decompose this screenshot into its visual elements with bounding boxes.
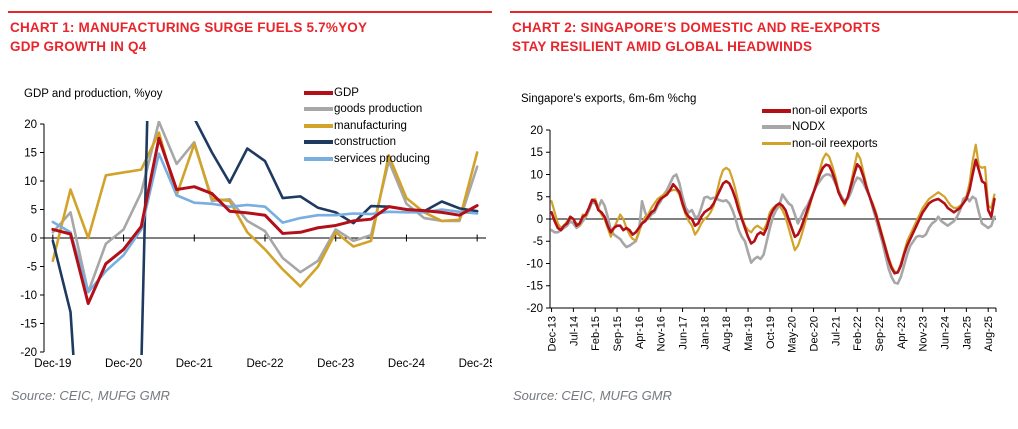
legend-item-construction: construction (304, 136, 430, 150)
y-axis-tick-label: -5 (27, 261, 37, 273)
x-axis-tick-label: Dec-20 (809, 316, 821, 351)
y-axis-tick-label: 0 (31, 233, 37, 245)
y-axis-tick-label: 5 (537, 192, 543, 204)
x-axis-tick-label: Jan-18 (699, 316, 711, 350)
chart1-plot: -20 -15 -10 -5 0 5 10 15 20 Dec-19 Dec-20 Dec-21 Dec… (20, 119, 492, 370)
legend-label: goods production (334, 103, 423, 116)
chart2-axis-caption: Singapore's exports, 6m-6m %chg (521, 93, 697, 105)
legend-line-swatch (304, 123, 333, 128)
x-axis-tick-label: Apr-23 (896, 316, 908, 349)
y-axis-tick-label: 20 (530, 125, 543, 137)
x-axis-tick-label: Feb-22 (852, 316, 864, 351)
chart1-title: CHART 1: MANUFACTURING SURGE FUELS 5.7%Y… (10, 18, 367, 56)
legend-line-swatch (304, 107, 333, 112)
x-axis-tick-label: Sep-22 (874, 316, 886, 351)
series-group (51, 121, 479, 355)
x-axis-tick-label: Nov-23 (918, 316, 930, 351)
legend-item-manufacturing: manufacturing (304, 119, 430, 133)
series-line-services-producing (51, 152, 479, 294)
legend-line-swatch (304, 156, 333, 161)
x-axis-tick-label: May-20 (787, 316, 799, 353)
chart1-axis-caption: GDP and production, %yoy (24, 88, 163, 100)
x-axis-tick-label: Aug-18 (721, 316, 733, 351)
chart1-title-line1: CHART 1: MANUFACTURING SURGE FUELS 5.7%Y… (10, 20, 368, 35)
legend-line-swatch (304, 140, 333, 145)
y-axis-tick-label: -20 (20, 347, 37, 359)
legend-label: manufacturing (334, 119, 407, 132)
x-axis-tick-label: Dec-23 (317, 358, 354, 370)
series-line-manufacturing (51, 131, 479, 288)
x-axis-tick-label: Dec-24 (388, 358, 426, 370)
chart1-legend: GDP goods production manufacturing construc… (304, 86, 430, 169)
legend-line-swatch (304, 90, 333, 95)
series-line-GDP (51, 136, 479, 306)
panel-top-rule (510, 11, 1018, 13)
y-axis-tick-label: 10 (24, 176, 37, 188)
x-axis-tick-label: Nov-16 (656, 316, 668, 351)
x-axis-tick-label: Jul-21 (830, 316, 842, 346)
chart2-title-line2: STAY RESILIENT AMID GLOBAL HEADWINDS (512, 39, 813, 54)
panel-top-rule (8, 11, 492, 13)
x-axis-tick-label: Sep-15 (612, 316, 624, 351)
x-axis-tick-label: Dec-22 (246, 358, 283, 370)
x-axis-tick-label: Dec-19 (34, 358, 71, 370)
y-axis-tick-label: 20 (24, 119, 37, 131)
x-axis-tick-label: Jun-17 (678, 316, 690, 350)
x-axis-tick-label: Dec-13 (547, 316, 559, 351)
legend-label: services producing (334, 152, 430, 165)
y-axis-tick-label: -10 (20, 290, 37, 302)
legend-item-NODX: NODX (762, 121, 878, 135)
y-axis-tick-label: 10 (530, 169, 543, 181)
y-axis-tick-label: -10 (526, 258, 543, 270)
chart2-title: CHART 2: SINGAPORE’S DOMESTIC AND RE-EXP… (512, 18, 880, 56)
legend-item-GDP: GDP (304, 86, 430, 100)
y-axis-tick-label: -20 (526, 303, 543, 315)
chart2-legend: non-oil exports NODX non-oil reexports (762, 104, 878, 154)
legend-label: non-oil reexports (792, 137, 878, 150)
legend-line-swatch (762, 142, 791, 146)
legend-label: GDP (334, 86, 359, 99)
x-axis-tick-label: Dec-25 (459, 358, 492, 370)
x-axis-tick-label: Jun-24 (940, 316, 952, 350)
x-axis-tick-label: Apr-16 (634, 316, 646, 349)
legend-item-non-oil-reexports: non-oil reexports (762, 137, 878, 151)
legend-label: NODX (792, 121, 826, 134)
y-axis-tick-label: 0 (537, 214, 543, 226)
legend-label: non-oil exports (792, 104, 868, 117)
y-axis-tick-label: -15 (526, 281, 543, 293)
x-axis-tick-label: Feb-15 (590, 316, 602, 351)
chart2-plot: -20 -15 -10 -5 0 5 10 15 20 Dec-13 Jul-14 Feb-15 Sep… (526, 125, 997, 353)
y-axis-tick-label: 15 (24, 147, 37, 159)
legend-item-services-producing: services producing (304, 152, 430, 166)
x-axis-tick-label: Jul-14 (568, 316, 580, 346)
y-axis-tick-label: -5 (533, 236, 543, 248)
x-axis-tick-label: Oct-19 (765, 316, 777, 349)
chart2-title-line1: CHART 2: SINGAPORE’S DOMESTIC AND RE-EXP… (512, 20, 881, 35)
x-axis-tick-label: Dec-21 (176, 358, 213, 370)
chart1-title-line2: GDP GROWTH IN Q4 (10, 39, 147, 54)
legend-item-non-oil-exports: non-oil exports (762, 104, 878, 118)
x-axis-tick-label: Aug-25 (983, 316, 995, 351)
chart2-panel: CHART 2: SINGAPORE’S DOMESTIC AND RE-EXP… (510, 0, 1018, 429)
x-axis-tick-label: Dec-20 (105, 358, 142, 370)
y-axis-tick-label: 5 (31, 204, 37, 216)
y-axis-tick-label: -15 (20, 318, 37, 330)
y-axis-tick-label: 15 (530, 147, 543, 159)
x-axis-tick-label: Mar-19 (743, 316, 755, 351)
chart1-panel: CHART 1: MANUFACTURING SURGE FUELS 5.7%Y… (8, 0, 492, 429)
series-line-goods-production (51, 121, 479, 294)
x-axis-tick-label: Jan-25 (961, 316, 973, 350)
legend-line-swatch (762, 125, 791, 130)
chart1-source: Source: CEIC, MUFG GMR (11, 388, 170, 403)
chart2-source: Source: CEIC, MUFG GMR (513, 388, 672, 403)
series-line-non-oil-exports (550, 158, 996, 275)
legend-line-swatch (762, 108, 791, 113)
legend-item-goods-production: goods production (304, 103, 430, 117)
series-line-NODX (550, 173, 996, 285)
legend-label: construction (334, 136, 397, 149)
series-group (550, 143, 996, 285)
